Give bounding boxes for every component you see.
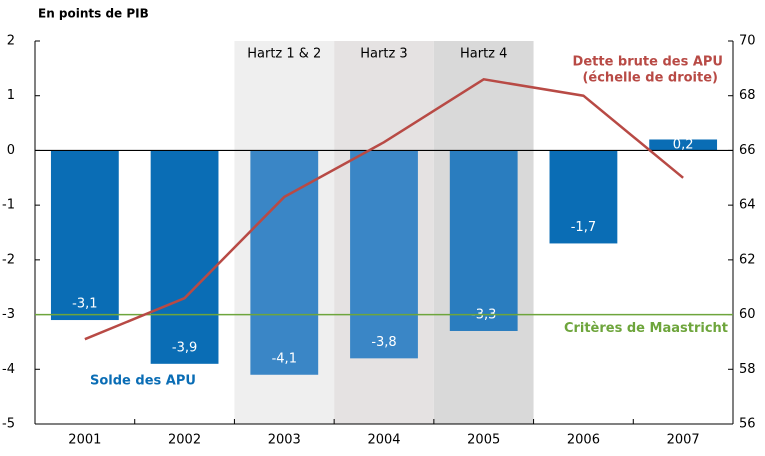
y-tick-label: 0: [7, 143, 15, 158]
data-label: -3,8: [371, 335, 396, 350]
x-tick-label: 2003: [268, 433, 301, 448]
x-tick-label: 2005: [467, 433, 500, 448]
y-tick-label: -1: [2, 198, 15, 213]
chart-title: En points de PIB: [38, 7, 149, 21]
bar: [549, 150, 618, 244]
data-label: -4,1: [272, 351, 297, 366]
y2-tick-label: 66: [739, 143, 756, 158]
bar: [649, 139, 718, 151]
series-label: Solde des APU: [90, 374, 196, 389]
x-tick-label: 2002: [168, 433, 201, 448]
period-label: Hartz 3: [360, 47, 407, 62]
reference-label: Critères de Maastricht: [564, 321, 728, 336]
y2-tick-label: 56: [739, 417, 756, 432]
y-tick-label: -2: [2, 252, 15, 267]
y-tick-label: -4: [2, 362, 15, 377]
y2-tick-label: 60: [739, 307, 756, 322]
series-label: Dette brute des APU: [573, 55, 723, 70]
y-tick-label: -3: [2, 307, 15, 322]
period-label: Hartz 4: [460, 47, 507, 62]
data-label: -3,1: [72, 297, 97, 312]
y2-tick-label: 70: [739, 34, 756, 49]
x-tick-label: 2006: [567, 433, 600, 448]
bar: [449, 150, 518, 331]
bar: [250, 150, 319, 375]
data-label: 0,2: [673, 137, 694, 152]
y2-tick-label: 64: [739, 198, 756, 213]
x-tick-label: 2004: [367, 433, 400, 448]
series-note: (échelle de droite): [582, 71, 718, 86]
y2-tick-label: 68: [739, 88, 756, 103]
bar: [150, 150, 219, 364]
bar: [50, 150, 119, 321]
period-label: Hartz 1 & 2: [247, 47, 321, 62]
line: [84, 77, 684, 341]
y-tick-label: -5: [2, 417, 15, 432]
x-tick-label: 2007: [667, 433, 700, 448]
y-tick-label: 2: [7, 34, 15, 49]
x-tick-label: 2001: [68, 433, 101, 448]
data-label: -1,7: [571, 220, 596, 235]
y-tick-label: 1: [7, 88, 15, 103]
y2-tick-label: 58: [739, 362, 756, 377]
y2-tick-label: 62: [739, 252, 756, 267]
bar: [350, 150, 418, 359]
data-label: -3,9: [172, 340, 197, 355]
